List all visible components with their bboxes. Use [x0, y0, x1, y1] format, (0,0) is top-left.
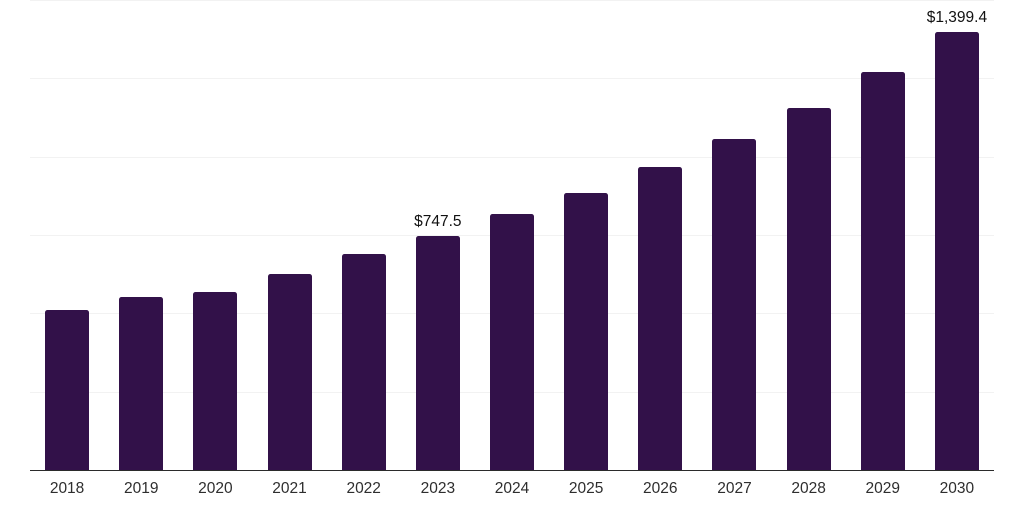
bar-2020: [193, 292, 238, 470]
bar-2030: [934, 31, 979, 470]
gridline-1500: [30, 0, 994, 1]
bar-2026: [638, 166, 683, 470]
x-axis-labels: 2018 2019 2020 2021 2022 2023 2024 2025 2026 2027…: [30, 480, 994, 502]
gridline-1000: [30, 156, 994, 158]
bar-2028: [786, 107, 831, 470]
bar-2024: [490, 214, 534, 470]
plot-area: $747.5 $1,399.4: [30, 0, 994, 471]
x-tick-2020: 2020: [198, 480, 233, 497]
x-tick-2028: 2028: [791, 480, 826, 497]
value-label-2023: $747.5: [414, 212, 462, 230]
x-tick-2018: 2018: [49, 480, 85, 497]
bar-2023: [415, 235, 460, 470]
value-label-2030: $1,399.4: [926, 8, 988, 26]
x-tick-2027: 2027: [717, 480, 752, 497]
gridline-1250: [30, 78, 994, 80]
x-tick-2024: 2024: [494, 480, 530, 497]
bar-2027: [712, 139, 757, 470]
x-tick-2029: 2029: [865, 480, 901, 497]
bar-2029: [860, 71, 905, 470]
bar-2021: [267, 274, 312, 470]
x-tick-2021: 2021: [272, 480, 307, 497]
x-tick-2026: 2026: [643, 480, 678, 497]
x-tick-2030: 2030: [939, 480, 975, 497]
bar-2025: [564, 192, 609, 470]
x-tick-2023: 2023: [420, 480, 456, 497]
x-tick-2025: 2025: [568, 480, 604, 497]
x-tick-2022: 2022: [346, 480, 381, 497]
x-tick-2019: 2019: [123, 480, 159, 497]
bar-2022: [341, 254, 386, 470]
bar-2018: [45, 310, 90, 470]
bar-2019: [119, 297, 164, 470]
